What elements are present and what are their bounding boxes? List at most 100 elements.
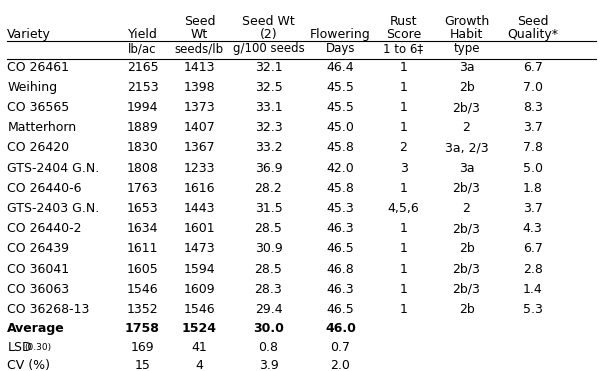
Text: 3.9: 3.9: [259, 359, 279, 371]
Text: 3.7: 3.7: [523, 202, 543, 215]
Text: CO 26439: CO 26439: [7, 242, 69, 255]
Text: 1653: 1653: [127, 202, 158, 215]
Text: 32.3: 32.3: [254, 121, 282, 134]
Text: 1634: 1634: [127, 222, 158, 235]
Text: 46.3: 46.3: [327, 222, 355, 235]
Text: 46.5: 46.5: [327, 303, 355, 316]
Text: 2: 2: [463, 121, 470, 134]
Text: Score: Score: [386, 28, 421, 41]
Text: 1352: 1352: [127, 303, 158, 316]
Text: 45.5: 45.5: [327, 101, 355, 114]
Text: LSD: LSD: [7, 341, 32, 354]
Text: Variety: Variety: [7, 28, 51, 41]
Text: 169: 169: [131, 341, 154, 354]
Text: Quality*: Quality*: [507, 28, 558, 41]
Text: 8.3: 8.3: [523, 101, 543, 114]
Text: 32.1: 32.1: [254, 60, 282, 73]
Text: 1808: 1808: [127, 162, 159, 175]
Text: CO 36565: CO 36565: [7, 101, 69, 114]
Text: Average: Average: [7, 322, 65, 335]
Text: 1233: 1233: [184, 162, 215, 175]
Text: Flowering: Flowering: [310, 28, 371, 41]
Text: (2): (2): [260, 28, 277, 41]
Text: lb/ac: lb/ac: [128, 42, 157, 56]
Text: 1994: 1994: [127, 101, 158, 114]
Text: 45.3: 45.3: [327, 202, 355, 215]
Text: CO 36268-13: CO 36268-13: [7, 303, 90, 316]
Text: 28.5: 28.5: [254, 263, 282, 276]
Text: 0.7: 0.7: [330, 341, 350, 354]
Text: 3a: 3a: [459, 60, 475, 73]
Text: CO 26440-2: CO 26440-2: [7, 222, 82, 235]
Text: 2b/3: 2b/3: [453, 263, 481, 276]
Text: 36.9: 36.9: [254, 162, 282, 175]
Text: 7.8: 7.8: [523, 141, 543, 154]
Text: 1594: 1594: [184, 263, 215, 276]
Text: Weihing: Weihing: [7, 81, 57, 94]
Text: Growth: Growth: [444, 15, 489, 28]
Text: 41: 41: [192, 341, 207, 354]
Text: 1609: 1609: [184, 283, 215, 296]
Text: 1611: 1611: [127, 242, 158, 255]
Text: GTS-2404 G.N.: GTS-2404 G.N.: [7, 162, 99, 175]
Text: 7.0: 7.0: [523, 81, 543, 94]
Text: 30.0: 30.0: [253, 322, 284, 335]
Text: 2.8: 2.8: [523, 263, 543, 276]
Text: 0.8: 0.8: [259, 341, 279, 354]
Text: 30.9: 30.9: [254, 242, 282, 255]
Text: 1889: 1889: [127, 121, 159, 134]
Text: Habit: Habit: [450, 28, 483, 41]
Text: 1 to 6‡: 1 to 6‡: [384, 42, 423, 56]
Text: 6.7: 6.7: [523, 242, 543, 255]
Text: 2b/3: 2b/3: [453, 222, 481, 235]
Text: 1: 1: [400, 303, 408, 316]
Text: 1605: 1605: [127, 263, 159, 276]
Text: 28.3: 28.3: [254, 283, 282, 296]
Text: 5.3: 5.3: [523, 303, 543, 316]
Text: 2153: 2153: [127, 81, 158, 94]
Text: 2.0: 2.0: [330, 359, 350, 371]
Text: 1: 1: [400, 222, 408, 235]
Text: 29.4: 29.4: [254, 303, 282, 316]
Text: 3a, 2/3: 3a, 2/3: [445, 141, 488, 154]
Text: seeds/lb: seeds/lb: [175, 42, 224, 56]
Text: 1: 1: [400, 101, 408, 114]
Text: 1398: 1398: [184, 81, 215, 94]
Text: 1: 1: [400, 121, 408, 134]
Text: CO 26440-6: CO 26440-6: [7, 182, 82, 195]
Text: 1616: 1616: [184, 182, 215, 195]
Text: 6.7: 6.7: [523, 60, 543, 73]
Text: Days: Days: [326, 42, 355, 56]
Text: (0.30): (0.30): [24, 344, 51, 352]
Text: 3a: 3a: [459, 162, 475, 175]
Text: 2b/3: 2b/3: [453, 101, 481, 114]
Text: 5.0: 5.0: [523, 162, 543, 175]
Text: 1524: 1524: [182, 322, 217, 335]
Text: 1407: 1407: [183, 121, 215, 134]
Text: 2b: 2b: [459, 242, 475, 255]
Text: 33.1: 33.1: [254, 101, 282, 114]
Text: 1413: 1413: [184, 60, 215, 73]
Text: CO 36041: CO 36041: [7, 263, 69, 276]
Text: Wt: Wt: [191, 28, 208, 41]
Text: 1473: 1473: [184, 242, 215, 255]
Text: 32.5: 32.5: [254, 81, 282, 94]
Text: 15: 15: [134, 359, 150, 371]
Text: 46.4: 46.4: [327, 60, 355, 73]
Text: 1: 1: [400, 263, 408, 276]
Text: 45.5: 45.5: [327, 81, 355, 94]
Text: 2b: 2b: [459, 303, 475, 316]
Text: 2: 2: [463, 202, 470, 215]
Text: 3.7: 3.7: [523, 121, 543, 134]
Text: Seed: Seed: [517, 15, 548, 28]
Text: 1: 1: [400, 283, 408, 296]
Text: 2b/3: 2b/3: [453, 283, 481, 296]
Text: 33.2: 33.2: [254, 141, 282, 154]
Text: 2b: 2b: [459, 81, 475, 94]
Text: 31.5: 31.5: [254, 202, 282, 215]
Text: 46.8: 46.8: [327, 263, 355, 276]
Text: 1601: 1601: [184, 222, 215, 235]
Text: Seed Wt: Seed Wt: [242, 15, 295, 28]
Text: 4.3: 4.3: [523, 222, 543, 235]
Text: 1443: 1443: [184, 202, 215, 215]
